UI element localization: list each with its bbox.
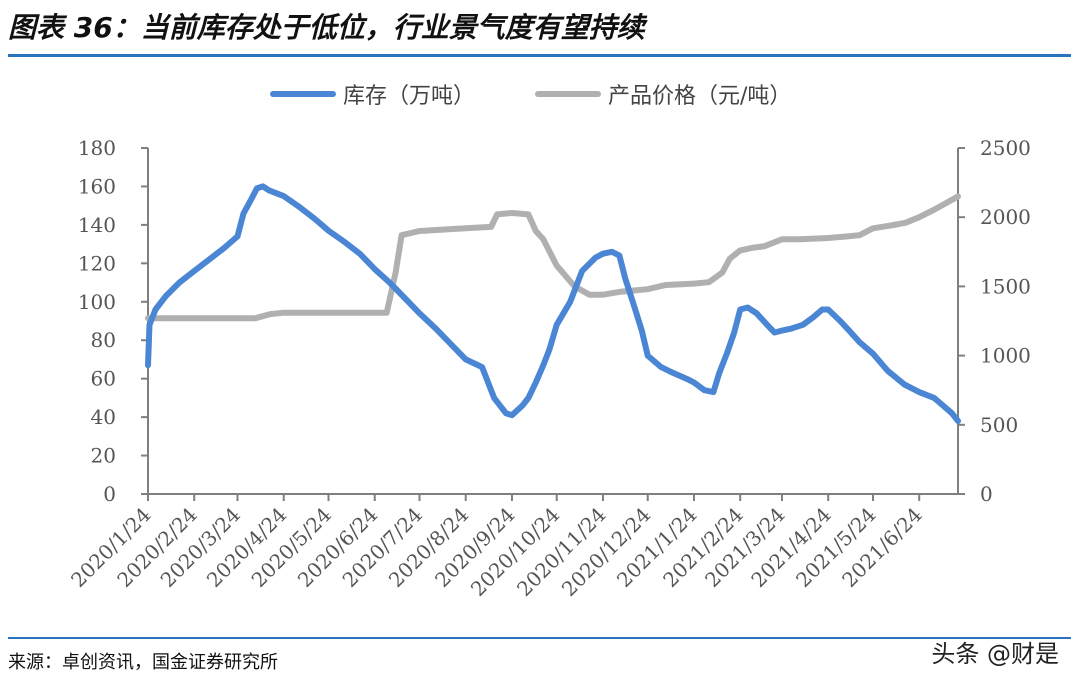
y-left-tick-label: 40 <box>91 405 116 429</box>
y-left-tick-label: 100 <box>78 290 116 314</box>
y-left-tick-label: 0 <box>103 482 116 506</box>
y-left-tick-label: 20 <box>91 444 116 468</box>
legend: 库存（万吨） 产品价格（元/吨） <box>270 84 791 109</box>
source-note: 来源：卓创资讯，国金证券研究所 <box>8 652 278 673</box>
y-left-tick-label: 80 <box>91 328 116 352</box>
y-left-tick-label: 160 <box>78 174 116 198</box>
y-left-tick-label: 180 <box>78 136 116 160</box>
y-right-tick-label: 0 <box>980 482 993 506</box>
y-right-tick-label: 2000 <box>980 205 1031 229</box>
y-right-tick-label: 2500 <box>980 136 1031 160</box>
series-line-price <box>145 193 961 322</box>
series-line-inventory <box>145 183 961 424</box>
top-divider <box>8 54 1071 57</box>
legend-label-inventory: 库存（万吨） <box>343 84 475 109</box>
legend-label-price: 产品价格（元/吨） <box>608 84 791 109</box>
y-left-tick-label: 140 <box>78 213 116 237</box>
y-left-tick-label: 60 <box>91 367 116 391</box>
y-left-tick-label: 120 <box>78 251 116 275</box>
y-right-tick-label: 1000 <box>980 344 1031 368</box>
series-lines <box>145 183 961 424</box>
y-right-tick-label: 1500 <box>980 274 1031 298</box>
watermark: 头条 @财是 <box>931 640 1059 668</box>
bottom-divider <box>8 637 1071 639</box>
chart-title: 图表 36：当前库存处于低位，行业景气度有望持续 <box>8 11 645 44</box>
y-right-tick-label: 500 <box>980 413 1018 437</box>
